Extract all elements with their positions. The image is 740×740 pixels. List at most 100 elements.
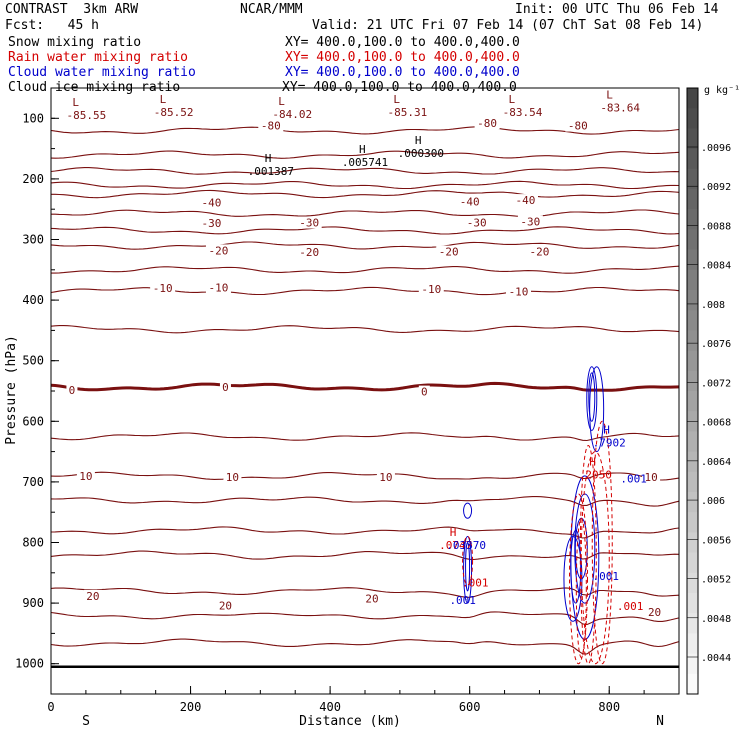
x-tick-label: 400 xyxy=(319,700,341,714)
maximum-value: .2050 xyxy=(579,469,612,482)
colorbar-swatch xyxy=(687,613,698,634)
colorbar-swatch xyxy=(687,229,698,251)
isotherm-label: -10 xyxy=(209,281,229,294)
colorbar-label: .008 xyxy=(701,300,725,311)
x-tick-label: 0 xyxy=(47,700,54,714)
colorbar-swatch xyxy=(687,593,698,614)
colorbar-swatch xyxy=(687,168,698,190)
isotherm-line xyxy=(50,526,680,539)
contour-value-label: .001 xyxy=(462,576,489,589)
isotherm-line xyxy=(50,432,680,442)
isotherm-line xyxy=(50,496,680,507)
low-value: -85.52 xyxy=(154,106,194,119)
mixing-ratio-contour xyxy=(465,542,471,592)
isotherm-line xyxy=(50,325,680,334)
isotherm-label-bg xyxy=(376,471,395,484)
isotherm-label-bg xyxy=(83,589,102,602)
isotherm-label: -20 xyxy=(299,246,319,259)
colorbar-swatch xyxy=(687,492,698,513)
isotherm-line xyxy=(50,167,680,175)
colorbar-label: .0044 xyxy=(701,653,731,664)
field-xy-rain: XY= 400.0,100.0 to 400.0,400.0 xyxy=(285,50,520,65)
y-tick-label: 600 xyxy=(22,414,44,428)
isotherm-label-bg xyxy=(436,245,462,258)
isotherm-label-bg xyxy=(296,246,322,259)
y-tick-label: 300 xyxy=(22,233,44,247)
low-marker: L xyxy=(606,88,613,101)
x-tick-label: 200 xyxy=(180,700,202,714)
isotherm-label-bg xyxy=(464,216,490,229)
colorbar: .0096 .0092 .0088 .0084 .008 .0076 .0072 .0068.… xyxy=(686,87,731,695)
x-tick-label: 800 xyxy=(598,700,620,714)
center-name: NCAR/MMM xyxy=(240,2,303,17)
mixing-ratio-contour xyxy=(463,535,473,604)
colorbar-swatch xyxy=(687,108,698,129)
field-xy-snow: XY= 400.0,100.0 to 400.0,400.0 xyxy=(285,35,520,50)
colorbar-swatch xyxy=(687,572,698,594)
mixing-ratio-contour xyxy=(463,502,473,519)
isotherm-label: -80 xyxy=(261,120,281,133)
low-marker: L xyxy=(393,93,400,106)
south-label: S xyxy=(82,714,90,729)
colorbar-swatch xyxy=(687,653,698,675)
maximum-value: .7902 xyxy=(593,436,626,449)
isotherm-label: 0 xyxy=(222,381,229,394)
y-tick-label: 700 xyxy=(22,475,44,489)
isotherm-label: -30 xyxy=(467,217,487,230)
colorbar-swatch xyxy=(687,673,698,695)
isotherm-label: 20 xyxy=(365,592,378,605)
mixing-ratio-contour xyxy=(462,535,474,586)
contour-labels: -80 -80 -80 -40 -40 -40 -30 -30 -30 -30 -20 -20 -20 -… xyxy=(66,88,664,619)
maximum-value: .001387 xyxy=(248,165,294,178)
isotherm-line xyxy=(50,587,680,598)
isotherm-label-bg xyxy=(216,599,235,612)
maximum-value: .000300 xyxy=(398,147,444,160)
isotherm-label-bg xyxy=(219,380,231,393)
init-time: Init: 00 UTC Thu 06 Feb 14 xyxy=(515,2,719,17)
low-value: -85.55 xyxy=(67,109,107,122)
isotherm-label-bg xyxy=(418,385,430,398)
maximum-value: .0747 xyxy=(439,539,472,552)
maximum-marker: H xyxy=(359,143,366,156)
isotherm-label: -30 xyxy=(202,217,222,230)
isotherm-label-bg xyxy=(418,283,444,296)
isotherm-label: -30 xyxy=(520,215,540,228)
mixing-ratio-contour xyxy=(579,445,597,665)
colorbar-swatch xyxy=(687,128,698,150)
mixing-ratio-contour xyxy=(586,366,598,431)
mixing-ratio-contour xyxy=(591,420,613,665)
isotherm-label: -10 xyxy=(421,283,441,296)
isotherm-line xyxy=(50,180,680,190)
isotherm-label: 0 xyxy=(421,386,428,399)
maximum-marker: H xyxy=(589,456,596,469)
maximum-marker: H xyxy=(415,134,422,147)
mixing-ratio-contour xyxy=(580,451,610,665)
colorbar-swatch xyxy=(687,189,698,210)
isotherm-label-bg xyxy=(76,469,95,482)
colorbar-label: .006 xyxy=(701,496,725,507)
isotherm-label: 10 xyxy=(644,471,657,484)
low-value: -83.64 xyxy=(600,101,640,114)
contour-value-label: .001 xyxy=(617,600,644,613)
field-name-rain: Rain water mixing ratio xyxy=(8,50,189,65)
isotherm-label-bg xyxy=(198,196,224,209)
mixing-ratio-contour xyxy=(570,529,582,604)
colorbar-swatch xyxy=(687,552,698,574)
isotherm-label: -10 xyxy=(153,282,173,295)
contour-value-label: .001 xyxy=(620,472,647,485)
low-marker: L xyxy=(72,96,79,109)
colorbar-swatch xyxy=(687,209,698,230)
colorbar-swatch xyxy=(687,88,698,109)
y-tick-label: 200 xyxy=(22,172,44,186)
colorbar-label: .0084 xyxy=(701,261,731,272)
colorbar-swatch xyxy=(687,290,698,311)
y-tick-label: 900 xyxy=(22,596,44,610)
isotherm-line xyxy=(50,471,680,481)
isotherm-label: 10 xyxy=(379,471,392,484)
y-axis-label: Pressure (hPa) xyxy=(4,335,19,445)
colorbar-label: .0092 xyxy=(701,182,731,193)
isotherm-label-bg xyxy=(296,216,322,229)
y-tick-label: 800 xyxy=(22,536,44,550)
isotherm-label: -80 xyxy=(477,117,497,130)
